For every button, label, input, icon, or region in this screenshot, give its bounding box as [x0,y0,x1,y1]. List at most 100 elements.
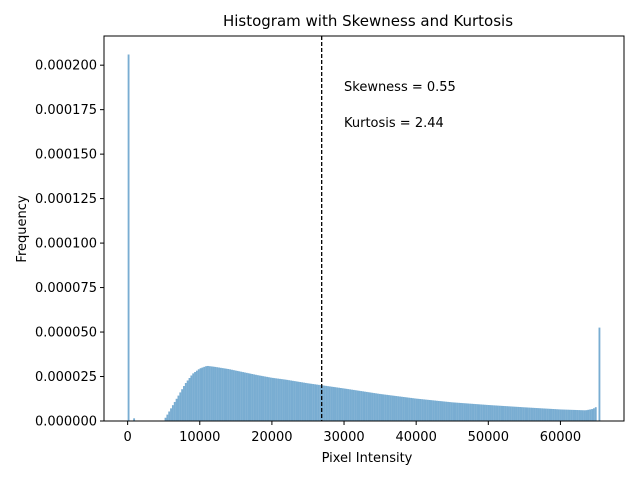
histogram-bar [567,409,569,421]
histogram-bar [535,408,538,421]
histogram-bar [240,371,243,421]
x-tick-label: 50000 [468,430,509,445]
histogram-bar [275,378,278,421]
y-tick-label: 0.000175 [35,103,97,118]
histogram-bar [587,409,590,421]
histogram-bar [171,405,174,421]
histogram-bar [195,370,198,421]
histogram-bar [247,373,250,421]
histogram-bar [232,370,235,421]
histogram-bar [389,395,392,421]
histogram-bar [557,409,560,421]
histogram-bar [458,402,461,421]
histogram-bar [238,371,241,421]
histogram-bar [417,398,420,421]
histogram-bar [303,382,305,421]
histogram-bar [266,376,268,421]
histogram-bar [243,372,246,421]
histogram-bar [325,385,328,421]
histogram-bar [541,408,544,421]
histogram-bar [572,409,575,421]
histogram-bar [489,405,492,421]
stat-annotations: Skewness = 0.55 Kurtosis = 2.44 [344,80,456,131]
histogram-bar [554,409,557,421]
histogram-bar [434,400,437,421]
histogram-bar [349,389,352,421]
histogram-bar [552,409,555,421]
histogram-bar [184,383,187,421]
histogram-bar [310,383,313,421]
histogram-bar [463,403,466,421]
histogram-bar [214,366,217,421]
histogram-bar [207,365,209,421]
histogram-bar [201,367,204,421]
histogram-bar [199,368,202,421]
histogram-bar [467,403,470,421]
histogram-bar [288,380,291,421]
histogram-bar [487,405,490,421]
histogram-bar [227,368,230,421]
histogram-bar [221,368,224,421]
histogram-bar [345,388,348,421]
histogram-bar [509,406,512,421]
y-tick-label: 0.000050 [35,326,97,341]
histogram-bar [471,403,473,421]
histogram-bar [532,407,534,421]
histogram-bar [460,402,462,421]
histogram-bar [284,379,287,421]
y-tick-label: 0.000100 [35,237,97,252]
histogram-bar [183,386,185,421]
histogram-bar [304,382,307,421]
histogram-bar [437,400,440,421]
histogram-bar [267,377,270,421]
histogram-bar [530,407,533,421]
histogram-bar [421,399,424,421]
histogram-bar [328,386,331,421]
histogram-bar [218,367,220,421]
histogram-bar [323,385,326,421]
histogram-bar [369,392,372,421]
kurtosis-annotation: Kurtosis = 2.44 [344,116,444,131]
histogram-bar [260,375,263,421]
histogram-bar [474,404,477,421]
histogram-bar [354,390,357,421]
histogram-bar [548,408,551,421]
histogram-bar [279,378,281,421]
histogram-bar [177,395,180,421]
histogram-bar [452,402,455,421]
histogram-bar [491,405,494,421]
histogram-bar [415,398,418,421]
histogram-bar [286,379,289,421]
histogram-bar [376,393,379,421]
histogram-bar [526,407,529,421]
histogram-bar [472,403,475,421]
histogram-bar [271,377,274,421]
x-axis-title: Pixel Intensity [322,451,413,466]
histogram-bar [301,382,304,421]
histogram-bar [334,387,337,421]
histogram-bar [236,370,239,421]
histogram-bar [127,54,130,421]
histogram-bar [539,408,542,421]
histogram-bar [397,396,400,421]
histogram-bar [299,382,302,421]
histogram-bar [330,386,333,421]
histogram-bar [205,366,208,421]
histogram-bar [245,372,248,421]
histogram-bar [515,406,518,421]
x-axis-ticks: 0 10000 20000 30000 40000 50000 60000 [123,421,581,445]
histogram-bar [386,394,389,421]
histogram-bar [321,385,324,421]
histogram-bar [277,378,280,421]
histogram-bar [173,401,176,421]
histogram-bar [190,375,193,421]
histogram-bar [264,376,267,421]
histogram-bar [496,405,499,421]
histogram-bar [327,386,329,421]
histogram-bar [399,396,401,421]
histogram-bar [367,392,370,421]
histogram-bar [445,401,448,421]
histogram-bar [380,394,383,421]
histogram-bar [382,394,385,421]
chart-title: Histogram with Skewness and Kurtosis [223,12,513,30]
